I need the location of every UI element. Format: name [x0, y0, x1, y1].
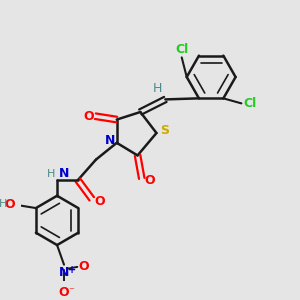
Text: S: S — [160, 124, 169, 137]
Text: O: O — [78, 260, 89, 273]
Text: N: N — [58, 167, 69, 180]
Text: O: O — [5, 198, 15, 211]
Text: Cl: Cl — [244, 97, 257, 110]
Text: H: H — [0, 200, 8, 209]
Text: N: N — [59, 266, 69, 279]
Text: O: O — [83, 110, 94, 123]
Text: O: O — [144, 174, 155, 187]
Text: O: O — [94, 195, 105, 208]
Text: +: + — [68, 265, 76, 275]
Text: H: H — [153, 82, 162, 95]
Text: ⁻: ⁻ — [68, 286, 74, 296]
Text: N: N — [105, 134, 115, 146]
Text: Cl: Cl — [175, 43, 188, 56]
Text: O: O — [59, 286, 69, 299]
Text: H: H — [47, 169, 56, 179]
